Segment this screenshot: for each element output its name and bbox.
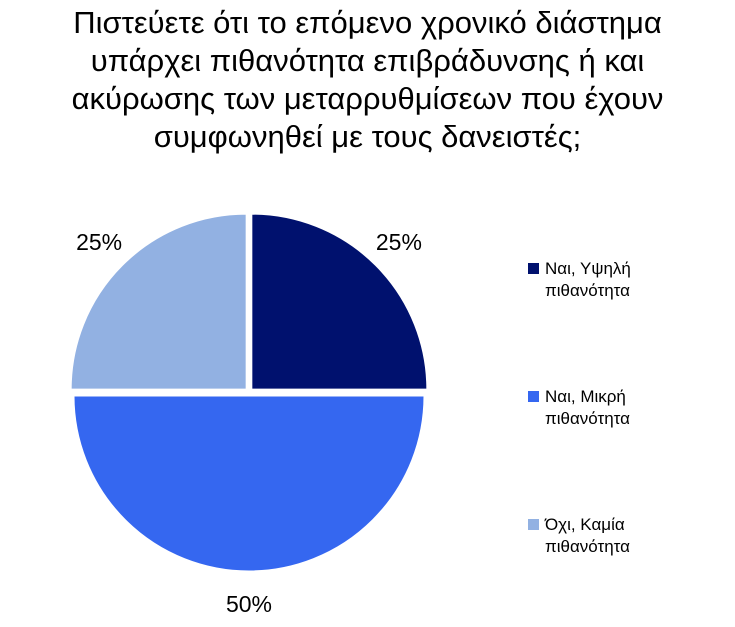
legend-swatch <box>528 391 539 402</box>
pie-slice <box>251 213 428 390</box>
legend-label: Όχι, Καμία πιθανότητα <box>545 515 630 556</box>
legend-label: Ναι, Μικρή πιθανότητα <box>545 387 630 428</box>
chart-title-line: ακύρωσης των μεταρρυθμίσεων που έχουν <box>71 81 664 116</box>
slice-value-label: 50% <box>226 591 272 617</box>
slice-value-label: 25% <box>76 229 122 255</box>
chart-title-line: Πιστεύετε ότι το επόμενο χρονικό διάστημ… <box>73 5 662 40</box>
slice-value-label: 25% <box>376 229 422 255</box>
legend-swatch <box>528 519 539 530</box>
chart-title: Πιστεύετε ότι το επόμενο χρονικό διάστημ… <box>10 4 725 156</box>
legend-label: Ναι, Υψηλή πιθανότητα <box>545 259 631 300</box>
chart-title-line: υπάρχει πιθανότητα επιβράδυνσης ή και <box>90 43 645 78</box>
pie-slice <box>73 395 425 572</box>
legend-swatch <box>528 263 539 274</box>
chart-title-line: συμφωνηθεί με τους δανειστές; <box>153 119 582 154</box>
pie-slice <box>70 213 247 390</box>
